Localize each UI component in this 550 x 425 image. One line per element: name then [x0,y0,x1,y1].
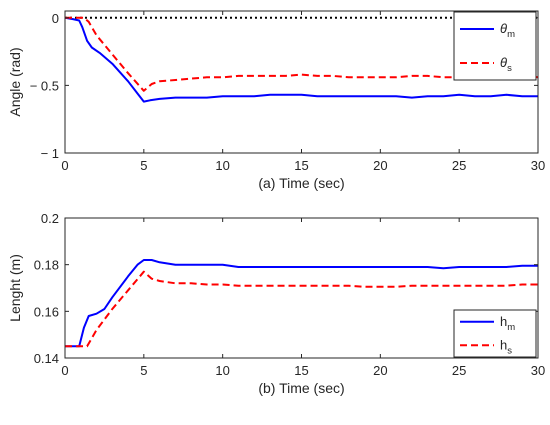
x-tick-label: 15 [294,158,308,173]
x-tick-label: 20 [373,363,387,378]
y-tick-label: 0.2 [41,211,59,226]
series-line-m-theta [64,16,538,103]
y-tick-label: 0 [52,11,59,26]
panel-a: 0 5 10 15 20 25 30 0 − 0.5 − 1 (a) Time (sec) Angle… [7,10,545,191]
x-axis-label: (b) Time (sec) [258,380,344,396]
legend-box [453,309,537,358]
x-tick-label: 10 [215,158,229,173]
y-axis-label: Lenght (m) [7,254,23,322]
y-tick-label: 0.16 [34,304,59,319]
x-tick-label: 0 [61,158,68,173]
x-tick-label: 10 [215,363,229,378]
series-line-s-h [65,270,538,348]
x-axis-label: (a) Time (sec) [258,175,344,191]
series-line-m-h [65,259,538,348]
x-tick-label: 15 [294,363,308,378]
y-tick-label: 0.18 [34,258,59,273]
x-tick-label: 20 [373,158,387,173]
x-tick-label: 0 [61,363,68,378]
x-tick-label: 30 [531,363,545,378]
x-tick-label: 25 [452,363,466,378]
legend-box [453,11,537,81]
y-tick-label: − 1 [41,146,59,161]
y-tick-label: 0.14 [34,351,59,366]
x-tick-label: 30 [531,158,545,173]
panel-b: 0 5 10 15 20 25 30 0.14 0.16 0.18 0.2 (b) Time (sec… [7,211,545,396]
series-line-s-theta [65,16,539,92]
x-tick-label: 5 [140,363,147,378]
x-tick-label: 25 [452,158,466,173]
x-tick-label: 5 [140,158,147,173]
y-axis-label: Angle (rad) [7,47,23,116]
y-tick-label: − 0.5 [30,78,59,93]
